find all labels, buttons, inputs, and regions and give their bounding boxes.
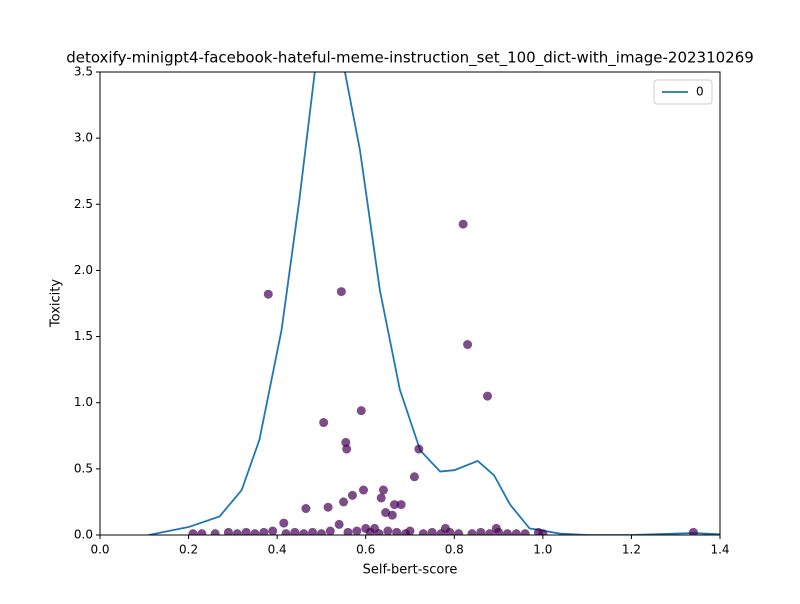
scatter-point (308, 527, 318, 535)
axes-frame (99, 71, 721, 536)
y-tick-label: 0.5 (74, 461, 93, 475)
scatter-point (392, 527, 402, 535)
scatter-point (343, 527, 353, 535)
scatter-point (376, 493, 386, 503)
scatter-point (223, 527, 233, 535)
scatter-point (511, 529, 521, 535)
scatter-point (339, 497, 349, 507)
scatter-point (323, 502, 333, 512)
scatter-point (378, 485, 388, 495)
scatter-point (268, 526, 278, 535)
scatter-point (359, 485, 368, 495)
scatter-point (405, 526, 415, 535)
y-tick-label: 2.5 (74, 197, 93, 211)
kde-line (148, 72, 720, 535)
scatter-point (538, 529, 548, 535)
legend-label: 0 (696, 85, 704, 99)
scatter-point (347, 490, 357, 500)
y-tick-label: 2.0 (74, 263, 93, 277)
scatter-point (418, 529, 428, 535)
scatter-point (463, 340, 473, 350)
scatter-point (445, 527, 455, 535)
scatter-point (281, 529, 291, 535)
scatter-point (454, 529, 464, 535)
x-tick-label: 1.2 (622, 543, 641, 557)
scatter-point (494, 527, 504, 535)
scatter-point (316, 529, 326, 535)
scatter-point (427, 527, 437, 535)
scatter-point (374, 529, 384, 535)
y-tick-label: 1.0 (74, 395, 93, 409)
scatter-point (467, 529, 477, 535)
chart-title: detoxify-minigpt4-facebook-hateful-meme-… (66, 49, 754, 68)
scatter-point (197, 529, 207, 535)
scatter-point (387, 510, 397, 520)
scatter-point (520, 529, 530, 535)
scatter-point (396, 500, 406, 510)
scatter-point (485, 529, 495, 535)
y-tick-label: 3.5 (74, 65, 93, 79)
scatter-point (352, 526, 362, 535)
scatter-point (502, 529, 512, 535)
scatter-point (334, 519, 344, 529)
scatter-point (299, 529, 309, 535)
scatter-point (414, 444, 424, 454)
x-tick-label: 0.2 (179, 543, 198, 557)
scatter-point (210, 529, 220, 535)
x-tick-label: 0.6 (356, 543, 375, 557)
scatter-point (319, 418, 329, 428)
scatter-point (301, 504, 311, 514)
scatter-point (259, 527, 269, 535)
scatter-point (232, 529, 242, 535)
scatter-point (325, 526, 335, 535)
plot-area (148, 72, 720, 535)
scatter-point (341, 437, 351, 447)
scatter-point (390, 500, 399, 510)
y-tick-label: 3.0 (74, 131, 93, 145)
y-tick-label: 0.0 (74, 528, 93, 542)
scatter-point (279, 518, 289, 528)
y-axis-label: Toxicity (49, 279, 64, 328)
scatter-point (483, 391, 492, 401)
x-tick-label: 1.4 (710, 543, 729, 557)
scatter-point (263, 289, 273, 299)
scatter-point (250, 529, 260, 535)
scatter-point (436, 529, 446, 535)
scatter-point (290, 527, 300, 535)
scatter-point (409, 472, 419, 482)
x-tick-label: 0.0 (90, 543, 109, 557)
x-axis-label: Self-bert-score (363, 563, 458, 578)
y-tick-label: 1.5 (74, 329, 93, 343)
scatter-point (458, 219, 468, 229)
scatter-point (342, 444, 352, 454)
scatter-point (336, 287, 346, 297)
scatter-point (476, 527, 486, 535)
scatter-point (188, 529, 198, 535)
x-tick-label: 0.4 (268, 543, 287, 557)
scatter-point (356, 406, 366, 416)
scatter-point (241, 527, 251, 535)
x-tick-label: 0.8 (445, 543, 464, 557)
scatter-point (365, 527, 375, 535)
x-tick-label: 1.0 (533, 543, 552, 557)
scatter-point (383, 526, 393, 535)
scatter-point (688, 527, 698, 535)
